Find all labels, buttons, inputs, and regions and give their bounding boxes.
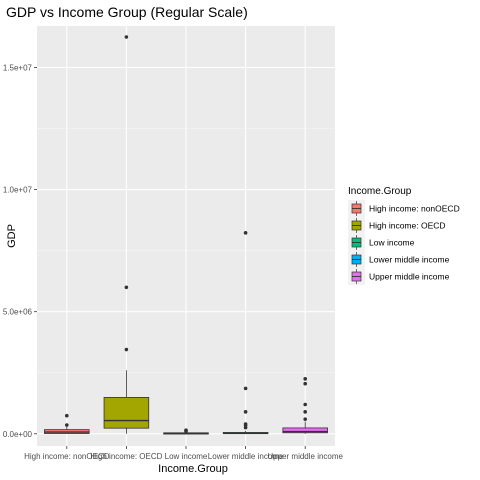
outlier-point	[124, 347, 129, 352]
boxplot-3	[222, 231, 269, 435]
outlier-point	[243, 386, 248, 391]
legend-label: High income: OECD	[369, 221, 446, 231]
y-tick-label: 1.5e+07	[3, 64, 33, 73]
outlier-point	[243, 422, 248, 426]
outlier-point	[65, 413, 69, 418]
x-tick-label: Low income	[165, 452, 208, 461]
outlier-point	[243, 231, 248, 235]
y-axis-title: GDP	[6, 224, 18, 248]
outlier-point	[303, 381, 308, 386]
y-tick-label: 5.0e+06	[3, 308, 33, 317]
boxplot-0	[44, 413, 90, 434]
legend-item-0: High income: nonOECD	[348, 200, 460, 217]
outlier-point	[184, 428, 188, 432]
outlier-point	[124, 285, 129, 290]
legend-item-1: High income: OECD	[348, 217, 446, 234]
box	[282, 427, 328, 434]
legend-title: Income.Group	[348, 186, 412, 197]
legend-label: Lower middle income	[369, 255, 450, 265]
x-axis-title: Income.Group	[158, 463, 228, 475]
legend-item-3: Lower middle income	[348, 251, 450, 268]
boxplot-2	[163, 428, 209, 435]
legend-label: Upper middle income	[369, 272, 450, 282]
y-tick-label: 0.0e+00	[3, 430, 33, 439]
y-tick-label: 1.0e+07	[3, 186, 33, 195]
legend-item-2: Low income	[348, 234, 415, 251]
outlier-point	[303, 377, 308, 381]
outlier-point	[303, 410, 308, 414]
legend: Income.Group High income: nonOECD High in…	[348, 186, 460, 285]
legend-item-4: Upper middle income	[348, 268, 450, 285]
box	[103, 397, 150, 429]
outlier-point	[65, 423, 69, 427]
x-tick-label: Upper middle income	[267, 452, 343, 461]
x-tick-label: High income: OECD	[90, 452, 162, 461]
outlier-point	[243, 410, 248, 414]
chart-title: GDP vs Income Group (Regular Scale)	[6, 4, 248, 20]
legend-label: Low income	[369, 238, 415, 248]
boxplot-4	[282, 377, 328, 434]
outlier-point	[303, 402, 308, 407]
legend-label: High income: nonOECD	[369, 204, 460, 214]
x-tick-label: Lower middle income	[208, 452, 284, 461]
boxplot-1	[103, 35, 150, 434]
boxplots	[44, 35, 328, 435]
y-axis-ticks: 0.0e+00 5.0e+06 1.0e+07 1.5e+07	[3, 64, 37, 439]
x-tick-label: High income: nonOECD	[24, 452, 110, 461]
grid-lines	[37, 26, 335, 446]
outlier-point	[124, 35, 129, 39]
outlier-point	[303, 417, 308, 421]
